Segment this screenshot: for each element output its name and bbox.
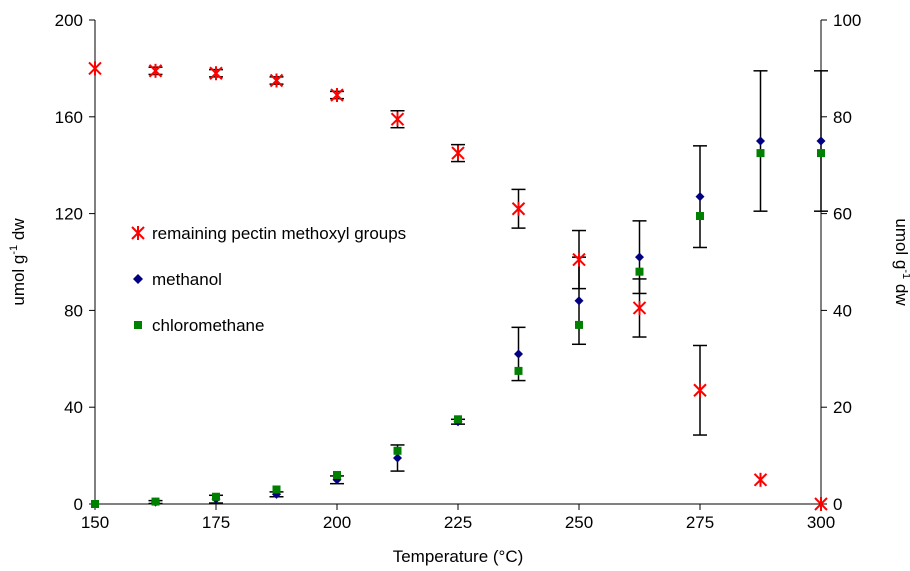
pectin-point-6 xyxy=(451,146,465,161)
chloromethane-point-4 xyxy=(333,470,341,479)
x-axis-title: Temperature (°C) xyxy=(393,547,524,566)
legend-item-pectin: remaining pectin methoxyl groups xyxy=(131,224,406,243)
pectin-point-8 xyxy=(572,252,586,267)
left-y-axis-title-rest: dw xyxy=(9,218,28,245)
pectin-point-0 xyxy=(88,61,102,76)
methanol-point-11 xyxy=(756,136,765,146)
x-tick-label-200: 200 xyxy=(323,513,351,532)
left-y-axis-title-sup: -1 xyxy=(8,245,20,255)
pectin-point-10 xyxy=(693,383,707,398)
legend-label-chloromethane: chloromethane xyxy=(152,316,264,335)
error-bars xyxy=(148,66,828,505)
pectin-point-12 xyxy=(814,497,828,511)
pectin-point-9 xyxy=(632,300,647,315)
legend-marker-pectin xyxy=(131,226,145,240)
legend-marker-chloromethane xyxy=(134,321,142,329)
pectin-point-2 xyxy=(209,66,223,81)
right-y-tick-label-20: 20 xyxy=(833,398,852,417)
methanol-point-5 xyxy=(393,453,402,463)
chloromethane-point-12 xyxy=(817,149,825,158)
chloromethane-point-8 xyxy=(575,320,583,329)
right-y-tick-label-100: 100 xyxy=(833,11,861,30)
left-y-tick-label-40: 40 xyxy=(64,398,83,417)
right-y-axis-title: umol g-1 dw xyxy=(892,218,910,306)
methanol-point-9 xyxy=(635,252,644,262)
x-tick-label-175: 175 xyxy=(202,513,230,532)
x-tick-label-250: 250 xyxy=(565,513,593,532)
left-y-tick-label-0: 0 xyxy=(74,495,83,514)
left-y-tick-label-160: 160 xyxy=(55,108,83,127)
legend: remaining pectin methoxyl groups methano… xyxy=(131,224,406,335)
chloromethane-point-5 xyxy=(393,446,402,455)
left-y-tick-label-80: 80 xyxy=(64,301,83,320)
right-y-tick-label-80: 80 xyxy=(833,108,852,127)
pectin-point-11 xyxy=(753,472,768,487)
chloromethane-point-7 xyxy=(514,366,523,375)
chloromethane-point-3 xyxy=(272,485,281,494)
right-y-tick-label-40: 40 xyxy=(833,301,852,320)
data-points xyxy=(88,61,828,511)
x-tick-label-150: 150 xyxy=(81,513,109,532)
ticks: 150 175 200 225 250 275 3000408012016020002040… xyxy=(55,11,862,532)
chloromethane-point-10 xyxy=(696,212,704,221)
x-tick-label-225: 225 xyxy=(444,513,472,532)
legend-item-chloromethane: chloromethane xyxy=(134,316,264,335)
x-tick-label-300: 300 xyxy=(807,513,835,532)
x-tick-label-275: 275 xyxy=(686,513,714,532)
chloromethane-point-6 xyxy=(454,415,462,424)
left-y-axis-title-main: umol g xyxy=(9,255,28,306)
pectin-point-7 xyxy=(511,201,526,216)
methanol-point-12 xyxy=(816,136,826,146)
left-y-tick-label-200: 200 xyxy=(55,11,83,30)
methanol-point-7 xyxy=(514,349,523,359)
right-y-axis-title-sup: -1 xyxy=(900,269,910,279)
chloromethane-point-9 xyxy=(635,267,644,276)
legend-label-methanol: methanol xyxy=(152,270,222,289)
legend-item-methanol: methanol xyxy=(133,270,222,289)
methanol-point-8 xyxy=(574,296,584,306)
left-y-axis-title: umol g-1 dw xyxy=(8,218,28,306)
legend-marker-methanol xyxy=(133,274,143,284)
legend-label-pectin: remaining pectin methoxyl groups xyxy=(152,224,406,243)
chloromethane-point-11 xyxy=(756,149,765,158)
chloromethane-point-2 xyxy=(212,492,220,501)
pectin-point-1 xyxy=(148,63,163,78)
right-y-tick-label-0: 0 xyxy=(833,495,842,514)
axes xyxy=(94,20,822,505)
pectin-point-5 xyxy=(390,112,405,127)
right-y-tick-label-60: 60 xyxy=(833,205,852,224)
methanol-point-10 xyxy=(695,192,705,202)
right-y-axis-title-main: umol g xyxy=(892,218,910,269)
pectin-point-3 xyxy=(269,73,284,88)
chloromethane-point-1 xyxy=(151,497,160,506)
right-y-axis-title-rest: dw xyxy=(892,279,910,306)
pectin-point-4 xyxy=(330,88,344,103)
chloromethane-point-0 xyxy=(91,500,99,508)
left-y-tick-label-120: 120 xyxy=(55,205,83,224)
